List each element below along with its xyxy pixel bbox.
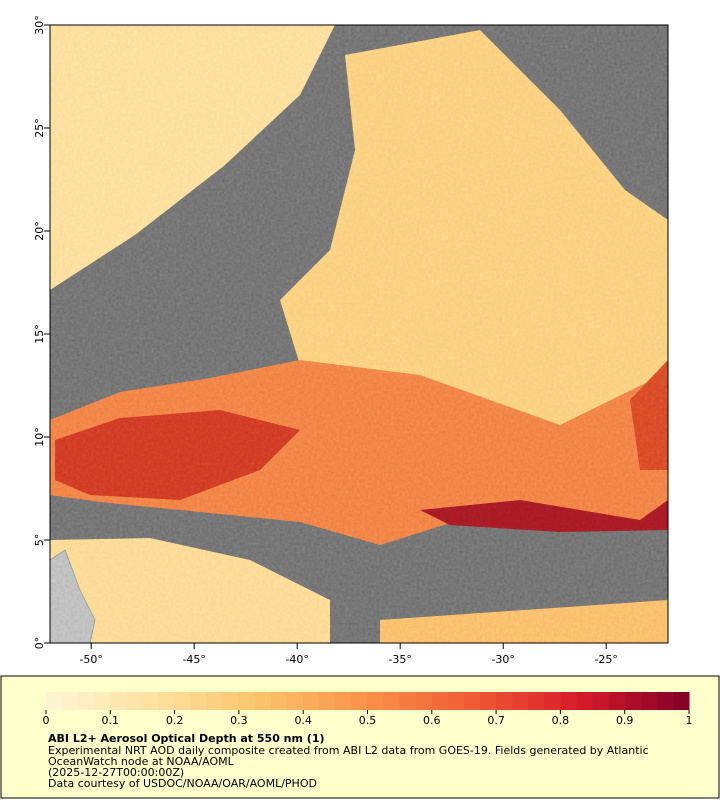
colorbar-tick-label: 0.7 [487, 714, 505, 727]
colorbar-tick-label: 0.5 [359, 714, 377, 727]
colorbar-step [303, 692, 320, 710]
colorbar-step [206, 692, 224, 710]
y-tick-label: 0° [33, 637, 46, 650]
colorbar-step [560, 692, 577, 710]
y-tick-label: 20° [33, 221, 46, 241]
colorbar: 0 0.1 0.2 0.3 0.4 0.5 0.6 0.7 0.8 0.9 1 [43, 692, 693, 727]
colorbar-step [447, 692, 465, 710]
colorbar-step [463, 692, 481, 710]
colorbar-step [238, 692, 256, 710]
y-tick-label: 30° [33, 15, 46, 35]
colorbar-step [608, 692, 626, 710]
colorbar-step [544, 692, 561, 710]
caption-line: OceanWatch node at NOAA/AOML [48, 755, 235, 768]
colorbar-step [415, 692, 433, 710]
colorbar-step [367, 692, 385, 710]
caption-line: Data courtesy of USDOC/NOAA/OAR/AOML/PHO… [48, 777, 317, 790]
colorbar-step [46, 692, 63, 710]
caption-line: (2025-12-27T00:00:00Z) [48, 766, 184, 779]
colorbar-step [528, 692, 545, 710]
colorbar-step [254, 692, 272, 710]
colorbar-step [640, 692, 658, 710]
colorbar-tick-label: 0.9 [616, 714, 634, 727]
y-tick-label: 25° [33, 118, 46, 138]
x-tick-label: -30° [491, 653, 514, 666]
colorbar-step [158, 692, 176, 710]
colorbar-step [319, 692, 336, 710]
colorbar-step [656, 692, 674, 710]
colorbar-tick-label: 0 [43, 714, 50, 727]
colorbar-step [592, 692, 610, 710]
colorbar-step [126, 692, 143, 710]
colorbar-step [78, 692, 95, 710]
x-tick-label: -45° [182, 653, 205, 666]
colorbar-step [62, 692, 79, 710]
y-tick-label: 10° [33, 427, 46, 447]
colorbar-tick-label: 0.1 [102, 714, 120, 727]
colorbar-step [94, 692, 111, 710]
axes: -50° -45° -40° -35° -30° -25° 0° 5° 10° 15° 20° 25°… [33, 15, 618, 666]
colorbar-step [110, 692, 127, 710]
colorbar-tick-label: 0.2 [166, 714, 184, 727]
colorbar-step [399, 692, 417, 710]
y-tick-label: 15° [33, 324, 46, 344]
colorbar-step [271, 692, 288, 710]
colorbar-step [431, 692, 449, 710]
x-tick-label: -40° [285, 653, 308, 666]
colorbar-tick-label: 0.6 [423, 714, 441, 727]
colorbar-step [222, 692, 240, 710]
colorbar-step [174, 692, 192, 710]
colorbar-tick-label: 0.4 [294, 714, 312, 727]
colorbar-step [351, 692, 368, 710]
colorbar-step [142, 692, 160, 710]
colorbar-step [335, 692, 352, 710]
x-tick-label: -35° [388, 653, 411, 666]
colorbar-tick-label: 0.3 [230, 714, 248, 727]
colorbar-step [496, 692, 513, 710]
colorbar-step [480, 692, 497, 710]
colorbar-step [190, 692, 208, 710]
x-tick-label: -50° [79, 653, 102, 666]
caption-title: ABI L2+ Aerosol Optical Depth at 550 nm … [48, 732, 325, 745]
map-field [49, 25, 668, 644]
colorbar-step [576, 692, 594, 710]
colorbar-tick-label: 0.8 [552, 714, 570, 727]
y-tick-label: 5° [33, 534, 46, 547]
colorbar-tick-label: 1 [686, 714, 693, 727]
x-tick-label: -25° [594, 653, 617, 666]
colorbar-step [672, 692, 690, 710]
colorbar-step [512, 692, 529, 710]
colorbar-step [624, 692, 642, 710]
colorbar-step [287, 692, 304, 710]
colorbar-step [383, 692, 401, 710]
caption-line: Experimental NRT AOD daily composite cre… [48, 744, 649, 757]
